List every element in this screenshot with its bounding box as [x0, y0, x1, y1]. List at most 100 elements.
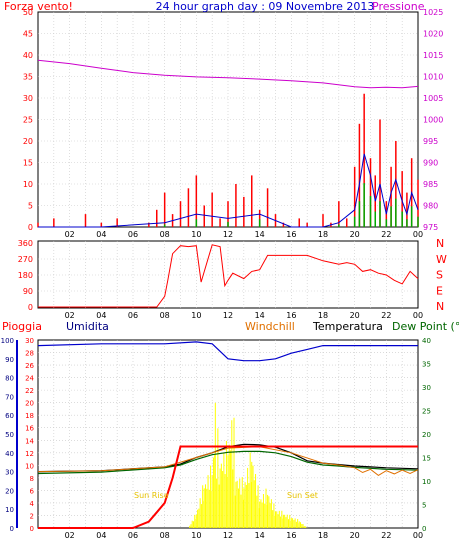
x-tick-label: 12: [223, 531, 233, 540]
left-tick-label: 30: [23, 94, 33, 103]
x-tick-label: 18: [318, 311, 328, 320]
left-tick-label: 40: [23, 51, 33, 60]
temp-tick-label: 20: [422, 431, 431, 439]
x-tick-label: 02: [65, 531, 75, 540]
temp-tick-label: 5: [422, 502, 426, 510]
x-tick-label: 16: [286, 230, 296, 239]
left-tick-label: 50: [23, 8, 33, 17]
rain-tick-label: 26: [25, 362, 34, 370]
humidity-tick-label: 70: [5, 393, 14, 401]
rain-tick-label: 8: [30, 475, 34, 483]
rain-tick-label: 4: [30, 500, 35, 508]
temp-tick-label: 15: [422, 455, 431, 463]
rain-line: [38, 445, 418, 529]
x-tick-label: 20: [350, 531, 360, 540]
x-tick-label: 22: [381, 531, 391, 540]
windchill-line: [37, 446, 419, 477]
compass-label: N: [436, 300, 444, 313]
left-tick-label: 25: [23, 116, 33, 125]
x-tick-label: 00: [413, 230, 423, 239]
rain-tick-label: 18: [25, 412, 34, 420]
humidity-tick-label: 80: [5, 375, 14, 383]
direction-tick-label: 0: [28, 303, 33, 312]
rain-tick-label: 10: [25, 462, 34, 470]
x-tick-label: 20: [350, 311, 360, 320]
temp-tick-label: 0: [422, 525, 426, 533]
x-tick-label: 06: [128, 311, 138, 320]
direction-tick-label: 180: [18, 271, 33, 280]
x-tick-label: 12: [223, 230, 233, 239]
x-tick-label: 10: [191, 311, 201, 320]
humidity-label: Umidita: [66, 320, 109, 333]
right-tick-label: 995: [423, 137, 438, 146]
x-tick-label: 20: [350, 230, 360, 239]
humidity-tick-label: 60: [5, 412, 14, 420]
dewpoint-label: Dew Point (°C: [392, 320, 459, 333]
x-tick-label: 08: [160, 230, 170, 239]
x-tick-label: 08: [160, 311, 170, 320]
rain-tick-label: 20: [25, 400, 34, 408]
right-tick-label: 1000: [423, 116, 443, 125]
rain-tick-label: 0: [30, 525, 34, 533]
right-tick-label: 980: [423, 202, 438, 211]
chart-title: 24 hour graph day : 09 Novembre 2013: [156, 0, 375, 13]
compass-label: E: [436, 284, 443, 297]
humidity-tick-label: 30: [5, 469, 14, 477]
left-tick-label: 35: [23, 73, 33, 82]
direction-tick-label: 270: [18, 255, 33, 264]
humidity-tick-label: 40: [5, 450, 14, 458]
x-tick-label: 02: [65, 230, 75, 239]
x-tick-label: 14: [255, 531, 265, 540]
temp-tick-label: 25: [422, 408, 431, 416]
dewpoint-line: [37, 450, 419, 475]
temperature-label: Temperatura: [312, 320, 383, 333]
wind-direction-line: [38, 244, 419, 308]
left-tick-label: 15: [23, 159, 33, 168]
humidity-tick-label: 10: [5, 506, 14, 514]
humidity-tick-label: 0: [10, 525, 14, 533]
left-tick-label: 0: [28, 223, 33, 232]
windchill-label: Windchill: [245, 320, 295, 333]
x-tick-label: 12: [223, 311, 233, 320]
left-tick-label: 20: [23, 137, 33, 146]
right-tick-label: 985: [423, 180, 438, 189]
x-tick-label: 06: [128, 230, 138, 239]
rain-tick-label: 6: [30, 487, 35, 495]
x-tick-label: 16: [286, 531, 296, 540]
x-tick-label: 16: [286, 311, 296, 320]
pressure-line: [37, 59, 419, 89]
grid-lines: [38, 12, 418, 528]
x-tick-label: 08: [160, 531, 170, 540]
rain-label: Pioggia: [2, 320, 42, 333]
right-tick-label: 1015: [423, 51, 443, 60]
rain-tick-label: 14: [25, 437, 34, 445]
x-tick-label: 10: [191, 230, 201, 239]
humidity-tick-label: 20: [5, 487, 14, 495]
x-tick-label: 04: [96, 311, 106, 320]
rain-tick-label: 30: [25, 337, 34, 345]
rain-tick-label: 24: [25, 375, 34, 383]
humidity-tick-label: 50: [5, 431, 14, 439]
sunrise-label: Sun Rise: [134, 491, 169, 500]
compass-label: N: [436, 237, 444, 250]
x-tick-label: 14: [255, 311, 265, 320]
right-tick-label: 1025: [423, 8, 443, 17]
x-tick-label: 18: [318, 531, 328, 540]
left-title: Forza vento!: [4, 0, 73, 13]
x-tick-label: 00: [413, 311, 423, 320]
x-tick-label: 14: [255, 230, 265, 239]
right-tick-label: 975: [423, 223, 438, 232]
x-tick-label: 04: [96, 531, 106, 540]
compass-label: W: [436, 253, 447, 266]
temp-tick-label: 10: [422, 478, 431, 486]
right-tick-label: 1020: [423, 30, 443, 39]
rain-tick-label: 2: [30, 512, 34, 520]
x-tick-label: 22: [381, 311, 391, 320]
compass-label: S: [436, 269, 443, 282]
x-tick-label: 10: [191, 531, 201, 540]
temp-tick-label: 40: [422, 337, 431, 345]
rain-tick-label: 16: [25, 425, 34, 433]
x-tick-label: 04: [96, 230, 106, 239]
